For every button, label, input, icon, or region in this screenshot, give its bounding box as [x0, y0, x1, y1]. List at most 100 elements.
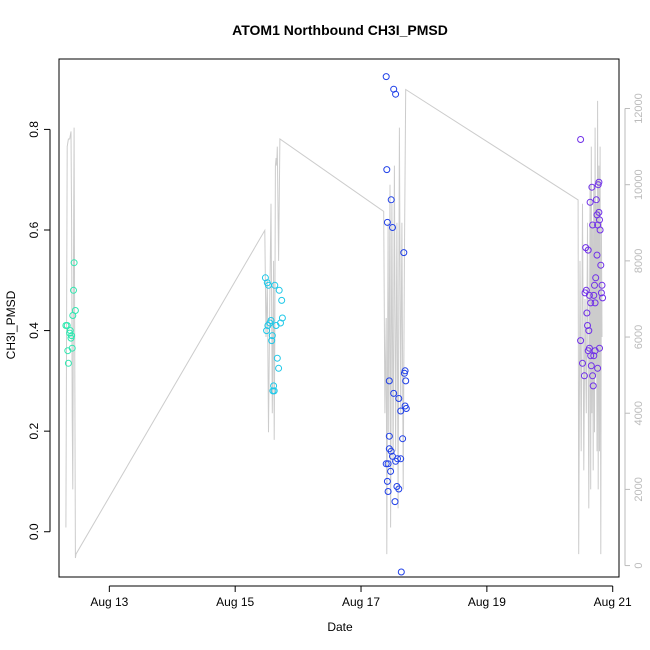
data-point-series-3	[402, 405, 410, 412]
data-point-series-2	[270, 382, 278, 390]
data-point-series-4	[587, 352, 595, 360]
data-point-series-1	[70, 259, 78, 267]
data-point-series-4	[584, 322, 591, 329]
data-point-series-1	[66, 327, 74, 335]
y-tick-label: 0.2	[27, 422, 41, 439]
y-tick-label: 0.4	[27, 322, 41, 339]
data-point-series-4	[577, 337, 585, 345]
data-point-series-3	[390, 389, 398, 397]
data-point-series-4	[583, 309, 591, 317]
data-point-series-3	[397, 407, 405, 415]
data-point-series-3	[384, 460, 392, 468]
x-tick-label: Aug 21	[594, 595, 632, 609]
data-point-series-3	[383, 477, 391, 485]
right-tick-label: 8000	[633, 249, 645, 273]
data-point-series-1	[64, 359, 72, 367]
data-point-series-4	[597, 289, 605, 297]
data-point-series-4	[587, 299, 595, 307]
data-point-series-1	[68, 344, 76, 352]
data-point-series-4	[590, 291, 598, 299]
data-point-series-4	[585, 291, 593, 299]
data-point-series-3	[394, 455, 401, 463]
data-point-series-3	[382, 460, 390, 468]
data-point-series-3	[387, 447, 395, 455]
data-point-series-4	[592, 274, 600, 282]
data-point-series-4	[579, 359, 586, 367]
data-point-series-3	[395, 395, 403, 402]
data-point-series-3	[387, 196, 395, 204]
data-point-series-3	[400, 249, 408, 257]
data-point-series-2	[278, 314, 286, 322]
data-point-series-4	[596, 226, 604, 234]
data-point-series-2	[275, 286, 283, 294]
data-point-series-4	[592, 196, 600, 204]
data-point-series-3	[399, 435, 407, 443]
data-point-series-4	[598, 281, 606, 289]
x-tick-label: Aug 19	[468, 595, 506, 609]
data-point-series-2	[278, 296, 286, 304]
right-tick-label: 12000	[633, 93, 645, 124]
x-tick-label: Aug 13	[90, 595, 128, 609]
data-point-series-2	[273, 354, 281, 362]
right-tick-label: 4000	[633, 401, 645, 425]
data-point-series-3	[384, 488, 392, 495]
data-point-series-4	[597, 261, 605, 269]
data-point-series-3	[397, 455, 405, 463]
data-point-series-2	[268, 337, 276, 345]
data-point-series-3	[395, 485, 403, 493]
data-point-series-4	[589, 372, 597, 380]
data-point-series-4	[582, 286, 590, 294]
data-point-series-4	[577, 136, 585, 143]
data-point-series-4	[595, 178, 603, 186]
data-point-series-3	[383, 218, 391, 226]
data-point-series-4	[589, 382, 597, 390]
data-point-series-4	[589, 221, 597, 229]
data-point-series-4	[591, 281, 598, 289]
axes: Aug 13 Aug 15 Aug 17 Aug 19 Aug 21 0.0 0.2 0.4 0…	[27, 93, 645, 609]
plot-frame	[58, 58, 620, 578]
x-axis-label: Date	[327, 620, 353, 634]
y-tick-label: 0.0	[27, 523, 41, 540]
data-point-series-3	[397, 568, 405, 576]
data-point-series-4	[584, 246, 592, 254]
data-point-series-4	[591, 299, 599, 307]
y-tick-label: 0.8	[27, 121, 41, 138]
x-tick-label: Aug 15	[216, 595, 254, 609]
chart-title: ATOM1 Northbound CH3I_PMSD	[232, 22, 448, 38]
data-point-series-4	[585, 327, 593, 335]
data-point-series-3	[401, 367, 409, 375]
data-point-series-4	[585, 344, 593, 352]
data-point-series-4	[588, 183, 596, 191]
data-point-series-3	[391, 498, 399, 506]
data-point-series-3	[385, 377, 393, 385]
data-point-series-1	[63, 322, 71, 329]
data-point-series-3	[402, 377, 410, 385]
data-point-series-3	[387, 467, 395, 475]
data-point-series-3	[389, 224, 396, 231]
data-point-series-2	[270, 387, 278, 395]
data-point-series-3	[392, 90, 400, 98]
data-point-series-2	[267, 317, 275, 324]
data-point-series-1	[68, 332, 76, 340]
data-point-series-4	[590, 352, 598, 360]
data-point-series-4	[587, 362, 595, 370]
data-point-series-1	[71, 307, 79, 314]
data-point-series-4	[595, 208, 603, 216]
data-point-series-2	[271, 281, 279, 289]
data-point-series-4	[580, 372, 588, 380]
data-point-series-4	[599, 294, 607, 302]
data-point-series-4	[596, 344, 603, 352]
data-point-series-4	[596, 216, 603, 224]
data-point-series-2	[275, 364, 283, 372]
right-tick-label: 6000	[633, 325, 645, 349]
y-tick-label: 0.6	[27, 221, 41, 238]
right-tick-label: 10000	[633, 169, 645, 200]
y-axis-label: CH3I_PMSD	[4, 290, 18, 359]
right-tick-label: 0	[633, 563, 645, 569]
scatter-points	[62, 73, 607, 576]
data-point-series-1	[70, 286, 77, 294]
data-point-series-3	[385, 432, 393, 440]
data-point-series-3	[382, 73, 390, 81]
